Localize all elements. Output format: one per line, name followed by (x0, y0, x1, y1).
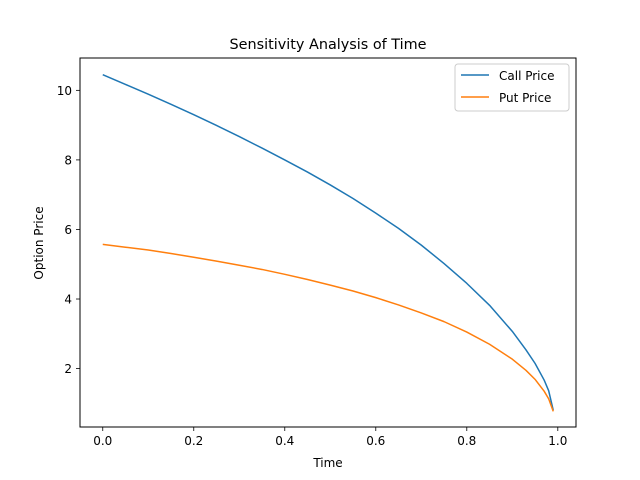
y-axis-label: Option Price (32, 206, 46, 279)
y-tick-label: 6 (64, 223, 72, 237)
x-tick-label: 0.0 (93, 434, 112, 448)
y-axis: 2 4 6 8 10 (57, 84, 80, 376)
axes-frame (79, 57, 577, 428)
series-line-call-price (102, 74, 554, 411)
y-tick-label: 2 (64, 362, 72, 376)
x-tick-label: 0.2 (184, 434, 203, 448)
x-axis: 0.0 0.2 0.4 0.6 0.8 1.0 (93, 427, 567, 448)
x-tick-label: 1.0 (548, 434, 567, 448)
y-tick-label: 4 (64, 293, 72, 307)
plot-area (102, 74, 554, 412)
legend-label-put-price: Put Price (499, 91, 551, 105)
legend: Call Price Put Price (454, 63, 570, 112)
chart-title: Sensitivity Analysis of Time (229, 37, 426, 53)
x-axis-label: Time (312, 456, 342, 470)
legend-label-call-price: Call Price (499, 69, 555, 83)
series-line-put-price (102, 243, 554, 412)
x-tick-label: 0.6 (366, 434, 385, 448)
x-tick-label: 0.8 (457, 434, 476, 448)
x-tick-label: 0.4 (275, 434, 294, 448)
y-tick-label: 10 (57, 84, 72, 98)
y-tick-label: 8 (64, 153, 72, 167)
